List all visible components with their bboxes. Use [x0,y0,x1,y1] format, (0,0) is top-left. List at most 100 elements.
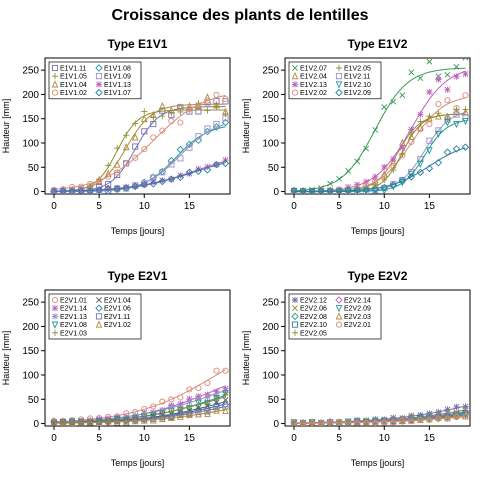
data-point [123,160,130,167]
series-E1V2.02 [290,92,469,194]
data-point [417,160,424,168]
data-point [363,145,370,152]
data-point [122,142,130,151]
data-point [159,127,166,134]
x-axis-label: Temps [jours] [111,226,165,236]
legend-entry: E1V2.04 [300,74,327,81]
y-tick-label: 150 [22,346,39,357]
data-point [177,412,184,420]
data-point [444,119,451,127]
x-axis-label: Temps [jours] [111,458,165,468]
data-point [390,166,397,174]
data-point [204,97,211,104]
data-point [141,181,148,188]
legend-entry: E1V1.08 [104,66,131,73]
data-point [195,133,202,140]
data-point [105,162,112,169]
data-point [114,169,121,176]
legend-entry: E1V2.09 [344,90,371,97]
data-point [381,419,388,426]
data-point [77,418,85,426]
y-tick-label: 200 [22,90,39,101]
x-tick-label: 5 [336,201,342,212]
fit-curve [294,113,466,193]
data-point [132,143,139,150]
data-point [195,395,202,403]
data-point [462,106,469,113]
data-point [426,88,433,96]
x-tick-label: 15 [184,201,196,212]
data-point [150,179,157,186]
data-point [317,187,325,194]
data-point [204,399,211,408]
data-point [132,416,139,423]
data-point [444,71,451,78]
x-tick-label: 15 [184,433,196,444]
data-point [327,180,334,187]
data-point [204,394,211,401]
data-point [417,416,424,423]
data-point [326,188,334,194]
data-point [399,144,406,151]
data-point [122,417,130,425]
series-E1V1.05 [50,99,229,194]
data-point [86,418,94,426]
data-point [371,185,379,193]
data-point [390,155,397,163]
data-point [141,108,148,115]
data-point [453,414,460,421]
data-point [309,420,316,426]
data-point [212,160,221,169]
data-point [168,117,175,125]
data-point [222,391,229,399]
data-point [435,76,442,83]
y-tick-label: 50 [268,163,280,174]
data-point [362,186,370,194]
legend-marker [291,89,299,96]
data-point [453,120,460,129]
series-E1V2.09 [290,143,470,194]
y-tick-label: 100 [262,371,279,382]
data-point [168,403,175,410]
legend-entry: E2V1.06 [104,306,131,313]
legend-entry: E2V1.08 [60,322,87,329]
legend-entry: E2V2.05 [300,330,327,337]
data-point [389,158,397,166]
data-point [354,419,361,426]
x-tick-label: 10 [139,433,151,444]
data-point [336,418,343,426]
data-point [68,187,76,194]
data-point [132,154,139,161]
x-axis-label: Temps [jours] [351,226,405,236]
data-point [353,186,361,194]
legend-entry: E1V2.13 [300,82,327,89]
panel-title: Type E1V1 [108,37,168,51]
data-point [104,184,112,193]
data-point [159,414,166,421]
data-point [435,130,442,139]
data-point [222,115,229,122]
x-tick-label: 10 [379,433,391,444]
data-point [426,137,433,144]
y-tick-label: 150 [262,114,279,125]
data-point [354,181,361,188]
y-axis-label: Hauteur [mm] [241,99,251,154]
data-point [185,168,194,177]
legend-marker [291,329,299,336]
data-point [204,107,211,114]
data-point [390,98,397,105]
y-tick-label: 50 [28,163,40,174]
x-tick-label: 0 [51,201,57,212]
y-tick-label: 150 [22,114,39,125]
data-point [408,170,415,178]
series-E2V2.01 [290,413,469,426]
legend-entry: E1V1.04 [60,82,87,89]
data-point [398,176,407,185]
x-tick-label: 15 [424,201,436,212]
legend-box [288,293,382,340]
data-point [114,184,121,192]
data-point [462,114,469,121]
data-point [195,108,202,115]
legend-box [288,61,382,100]
